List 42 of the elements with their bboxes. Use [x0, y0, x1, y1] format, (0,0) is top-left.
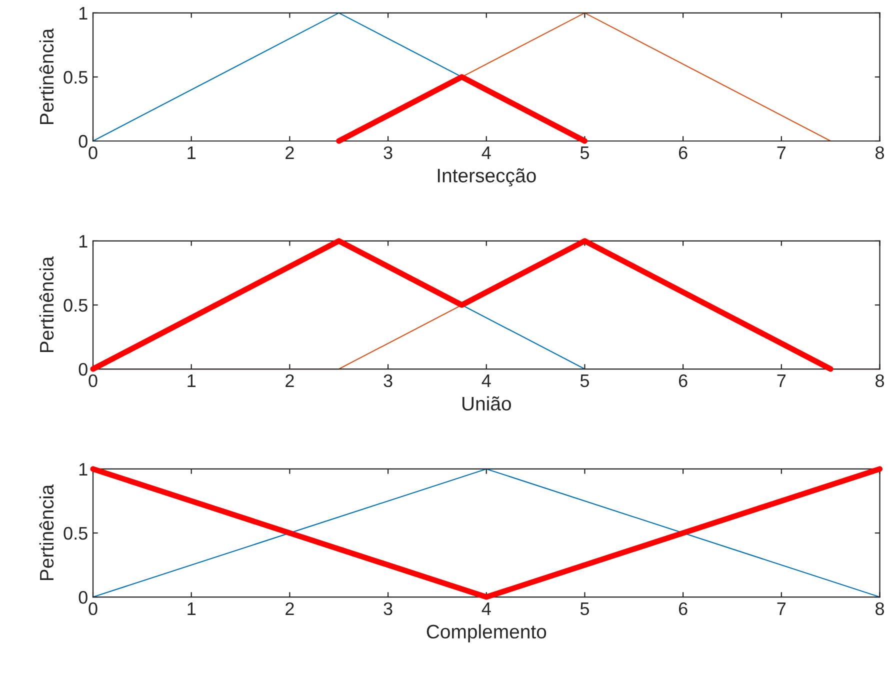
y-tick-label: 0.5 — [64, 70, 88, 84]
x-tick-label: 1 — [188, 602, 196, 615]
x-tick-label: 2 — [286, 602, 294, 615]
y-tick-label: 0 — [78, 362, 88, 376]
x-tick-label: 0 — [88, 374, 98, 388]
x-tick-label: 1 — [188, 374, 196, 387]
x-tick-label: 8 — [876, 374, 884, 388]
y-tick-label: 0.5 — [64, 298, 88, 312]
x-tick-label: 8 — [876, 146, 884, 160]
x-tick-label: 6 — [678, 374, 688, 388]
x-tick-label: 0 — [88, 146, 98, 160]
y-tick-label: 0 — [78, 134, 88, 148]
y-axis-title: Pertinência — [39, 484, 54, 580]
x-tick-label: 4 — [482, 146, 491, 159]
x-tick-label: 5 — [580, 146, 589, 160]
x-tick-label: 7 — [777, 374, 786, 387]
x-tick-label: 6 — [678, 602, 688, 616]
y-tick-label: 1 — [79, 7, 88, 20]
x-axis-title: Complemento — [426, 624, 546, 642]
x-tick-label: 1 — [188, 146, 196, 159]
x-tick-label: 7 — [777, 146, 786, 159]
x-tick-label: 8 — [876, 602, 884, 616]
x-axis-title: União — [462, 396, 511, 411]
x-tick-label: 3 — [384, 146, 392, 160]
x-tick-label: 3 — [384, 602, 392, 616]
x-tick-label: 4 — [482, 602, 491, 615]
x-tick-label: 7 — [777, 602, 786, 615]
x-tick-label: 5 — [580, 374, 589, 388]
y-tick-label: 0 — [78, 590, 88, 604]
x-tick-label: 0 — [88, 602, 98, 616]
x-tick-label: 5 — [580, 602, 589, 616]
y-tick-label: 1 — [79, 463, 88, 476]
y-tick-label: 1 — [79, 235, 88, 248]
x-tick-label: 4 — [482, 374, 491, 387]
y-axis-title: Pertinência — [39, 28, 54, 124]
y-tick-label: 0.5 — [64, 526, 88, 540]
x-tick-label: 2 — [286, 146, 294, 159]
x-tick-label: 2 — [286, 374, 294, 387]
x-tick-label: 6 — [678, 146, 688, 160]
x-axis-title: Intersecção — [438, 168, 536, 186]
y-axis-title: Pertinência — [39, 256, 54, 352]
x-tick-label: 3 — [384, 374, 392, 388]
